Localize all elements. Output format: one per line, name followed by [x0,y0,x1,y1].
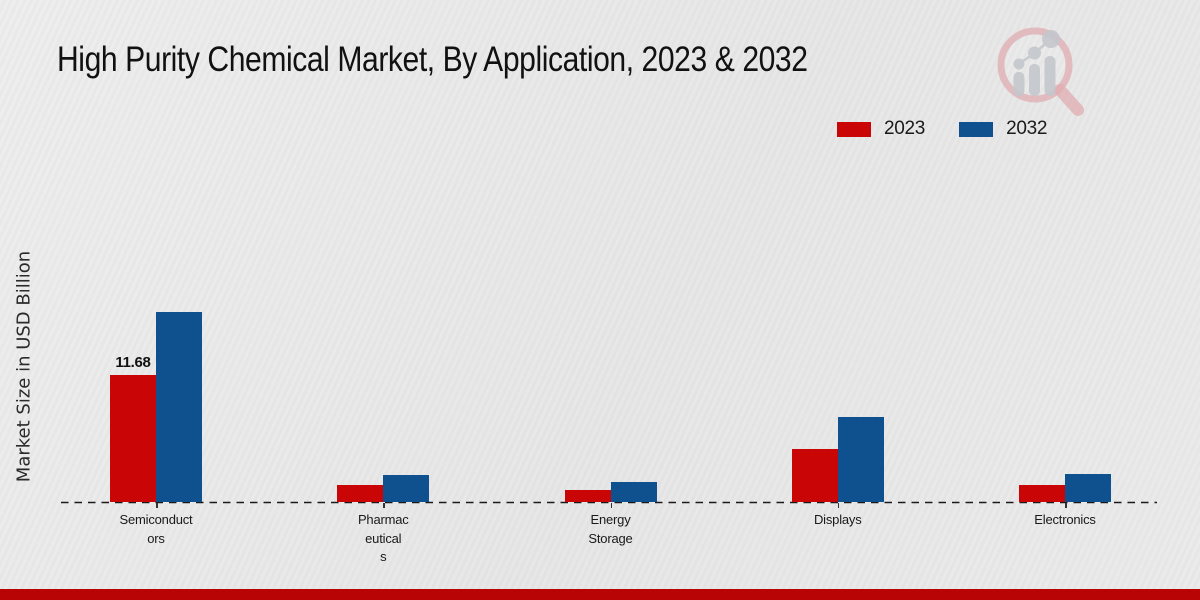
bar-2023-energy-storage [564,490,611,502]
bar-2023-semiconductors [110,375,156,502]
x-axis-label-pharmaceuticals: Pharmac eutical s [357,512,409,564]
bottom-red-strip [0,589,1200,600]
x-axis-label-displays: Displays [813,512,862,527]
bar-2032-pharmaceuticals [383,474,430,502]
legend-swatch-2023 [837,121,871,137]
bar-2032-displays [837,417,884,502]
x-axis-label-electronics: Electronics [1034,512,1096,527]
bar-2032-energy-storage [610,482,657,502]
x-axis-tick-pharmaceuticals [383,503,385,508]
bar-2032-semiconductors [156,311,202,502]
bar-2032-electronics [1065,473,1111,502]
bar-value-label-2023-semiconductors: 11.68 [115,354,151,371]
legend: 2023 2032 [837,118,1047,140]
legend-swatch-2032 [959,121,994,137]
x-axis-label-energy-storage: Energy Storage [588,512,633,546]
bar-2023-displays [791,448,838,502]
legend-item-2032: 2032 [959,118,1047,140]
x-axis-label-semiconductors: Semiconduct ors [119,512,193,546]
x-axis-tick-semiconductors [156,503,158,508]
legend-label-2023: 2023 [884,118,926,139]
chart-title: High Purity Chemical Market, By Applicat… [57,40,808,79]
bar-chart-glyph [1013,30,1060,96]
bar-2023-pharmaceuticals [337,484,384,502]
bar-2023-electronics [1019,484,1065,502]
legend-label-2032: 2032 [1006,118,1048,139]
x-axis-tick-energy-storage [610,503,612,508]
x-axis-tick-displays [837,503,840,508]
x-axis-tick-electronics [1065,503,1067,508]
legend-item-2023: 2023 [837,118,925,140]
market-research-watermark-logo [997,27,1084,116]
